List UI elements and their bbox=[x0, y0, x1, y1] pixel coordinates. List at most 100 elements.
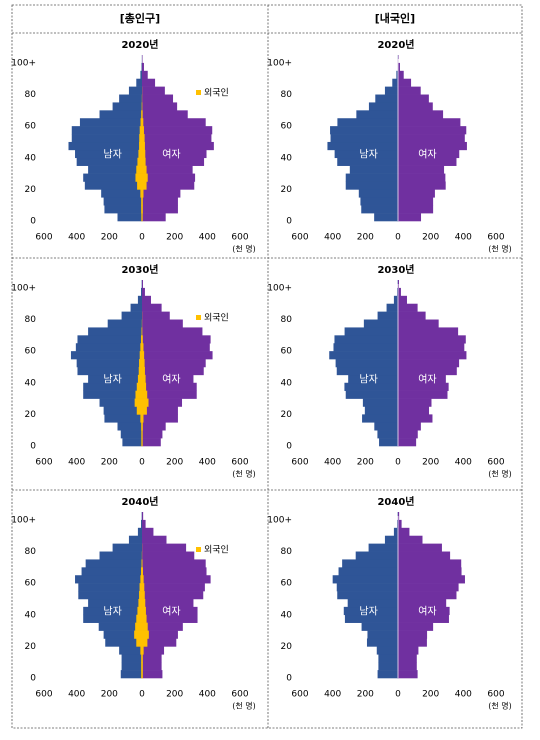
male-bar bbox=[76, 359, 142, 368]
male-bar bbox=[77, 366, 142, 376]
series-label: 여자 bbox=[162, 606, 180, 618]
y-tick-label: 40 bbox=[281, 610, 293, 620]
male-bar bbox=[330, 134, 398, 143]
female-bar bbox=[398, 303, 418, 312]
female-bar bbox=[142, 559, 206, 568]
y-tick-label: 20 bbox=[281, 185, 293, 195]
foreign-female-bar bbox=[142, 366, 145, 376]
foreign-female-bar bbox=[142, 118, 144, 127]
male-bar bbox=[121, 311, 142, 320]
female-bar bbox=[142, 311, 170, 320]
foreign-male-bar bbox=[141, 670, 142, 679]
foreign-male-bar bbox=[141, 567, 142, 576]
x-tick-label: 400 bbox=[199, 690, 216, 700]
male-bar bbox=[332, 575, 398, 584]
foreign-male-bar bbox=[137, 606, 142, 616]
female-bar bbox=[142, 414, 178, 423]
foreign-male-bar bbox=[138, 598, 142, 608]
female-bar bbox=[142, 359, 206, 368]
female-bar bbox=[398, 414, 433, 423]
female-bar bbox=[142, 351, 213, 360]
male-bar bbox=[345, 181, 398, 190]
male-bar bbox=[119, 94, 142, 103]
foreign-male-bar bbox=[136, 406, 142, 415]
x-tick-label: 0 bbox=[139, 690, 145, 700]
x-tick-label: 600 bbox=[291, 458, 308, 468]
foreign-male-bar bbox=[140, 343, 142, 352]
female-bar bbox=[398, 149, 460, 159]
male-bar bbox=[368, 102, 398, 111]
y-tick-label: 40 bbox=[25, 153, 37, 163]
female-bar bbox=[398, 519, 402, 529]
female-bar bbox=[398, 527, 410, 537]
female-bar bbox=[398, 86, 421, 95]
foreign-male-bar bbox=[140, 189, 142, 198]
y-tick-label: 20 bbox=[25, 642, 37, 652]
female-bar bbox=[398, 335, 466, 344]
female-bar bbox=[142, 670, 163, 679]
female-bar bbox=[142, 126, 213, 135]
x-tick-label: 0 bbox=[395, 458, 401, 468]
x-tick-label: 400 bbox=[199, 233, 216, 243]
y-tick-label: 0 bbox=[30, 442, 36, 452]
male-bar bbox=[122, 438, 142, 447]
female-bar bbox=[398, 343, 465, 352]
foreign-male-bar bbox=[141, 213, 142, 222]
male-bar bbox=[103, 406, 142, 415]
male-bar bbox=[345, 390, 398, 399]
female-bar bbox=[398, 165, 445, 174]
female-bar bbox=[398, 94, 429, 103]
female-bar bbox=[398, 438, 417, 447]
x-tick-label: 600 bbox=[35, 233, 52, 243]
foreign-female-bar bbox=[142, 141, 145, 151]
female-bar bbox=[398, 351, 467, 360]
female-bar bbox=[142, 598, 194, 608]
female-bar bbox=[398, 78, 412, 87]
male-bar bbox=[70, 351, 142, 360]
y-tick-label: 0 bbox=[286, 442, 292, 452]
foreign-male-bar bbox=[141, 430, 142, 439]
female-bar bbox=[398, 598, 447, 608]
female-bar bbox=[398, 118, 461, 127]
x-tick-label: 0 bbox=[139, 233, 145, 243]
male-bar bbox=[333, 343, 398, 352]
axis-unit: (천 명) bbox=[232, 701, 256, 711]
y-tick-label: 100+ bbox=[267, 515, 292, 525]
y-tick-label: 60 bbox=[281, 122, 293, 132]
male-bar bbox=[75, 575, 142, 584]
male-bar bbox=[117, 213, 142, 222]
male-bar bbox=[75, 149, 142, 159]
x-tick-label: 600 bbox=[291, 690, 308, 700]
y-tick-label: 40 bbox=[25, 610, 37, 620]
female-bar bbox=[142, 78, 156, 87]
female-bar bbox=[398, 670, 418, 679]
male-bar bbox=[119, 646, 142, 655]
male-bar bbox=[140, 70, 142, 80]
foreign-male-bar bbox=[139, 591, 142, 600]
column-header: [총인구] bbox=[120, 11, 160, 25]
x-tick-label: 400 bbox=[455, 690, 472, 700]
foreign-female-bar bbox=[142, 654, 143, 663]
chart-title: 2030년 bbox=[121, 263, 158, 276]
female-bar bbox=[398, 430, 418, 439]
foreign-male-bar bbox=[138, 366, 142, 376]
foreign-male-bar bbox=[136, 382, 142, 391]
male-bar bbox=[377, 311, 398, 320]
foreign-female-bar bbox=[142, 335, 143, 344]
female-bar bbox=[398, 543, 442, 552]
x-tick-label: 200 bbox=[422, 458, 439, 468]
y-tick-label: 80 bbox=[281, 547, 293, 557]
female-bar bbox=[142, 551, 195, 560]
y-tick-label: 60 bbox=[281, 347, 293, 357]
x-tick-label: 600 bbox=[231, 458, 248, 468]
y-tick-label: 0 bbox=[30, 217, 36, 227]
female-bar bbox=[142, 157, 205, 166]
x-tick-label: 600 bbox=[487, 233, 504, 243]
male-bar bbox=[329, 351, 398, 360]
male-bar bbox=[71, 134, 142, 143]
male-bar bbox=[79, 118, 142, 127]
foreign-male-bar bbox=[140, 414, 142, 423]
male-bar bbox=[378, 654, 398, 663]
female-bar bbox=[142, 390, 197, 399]
